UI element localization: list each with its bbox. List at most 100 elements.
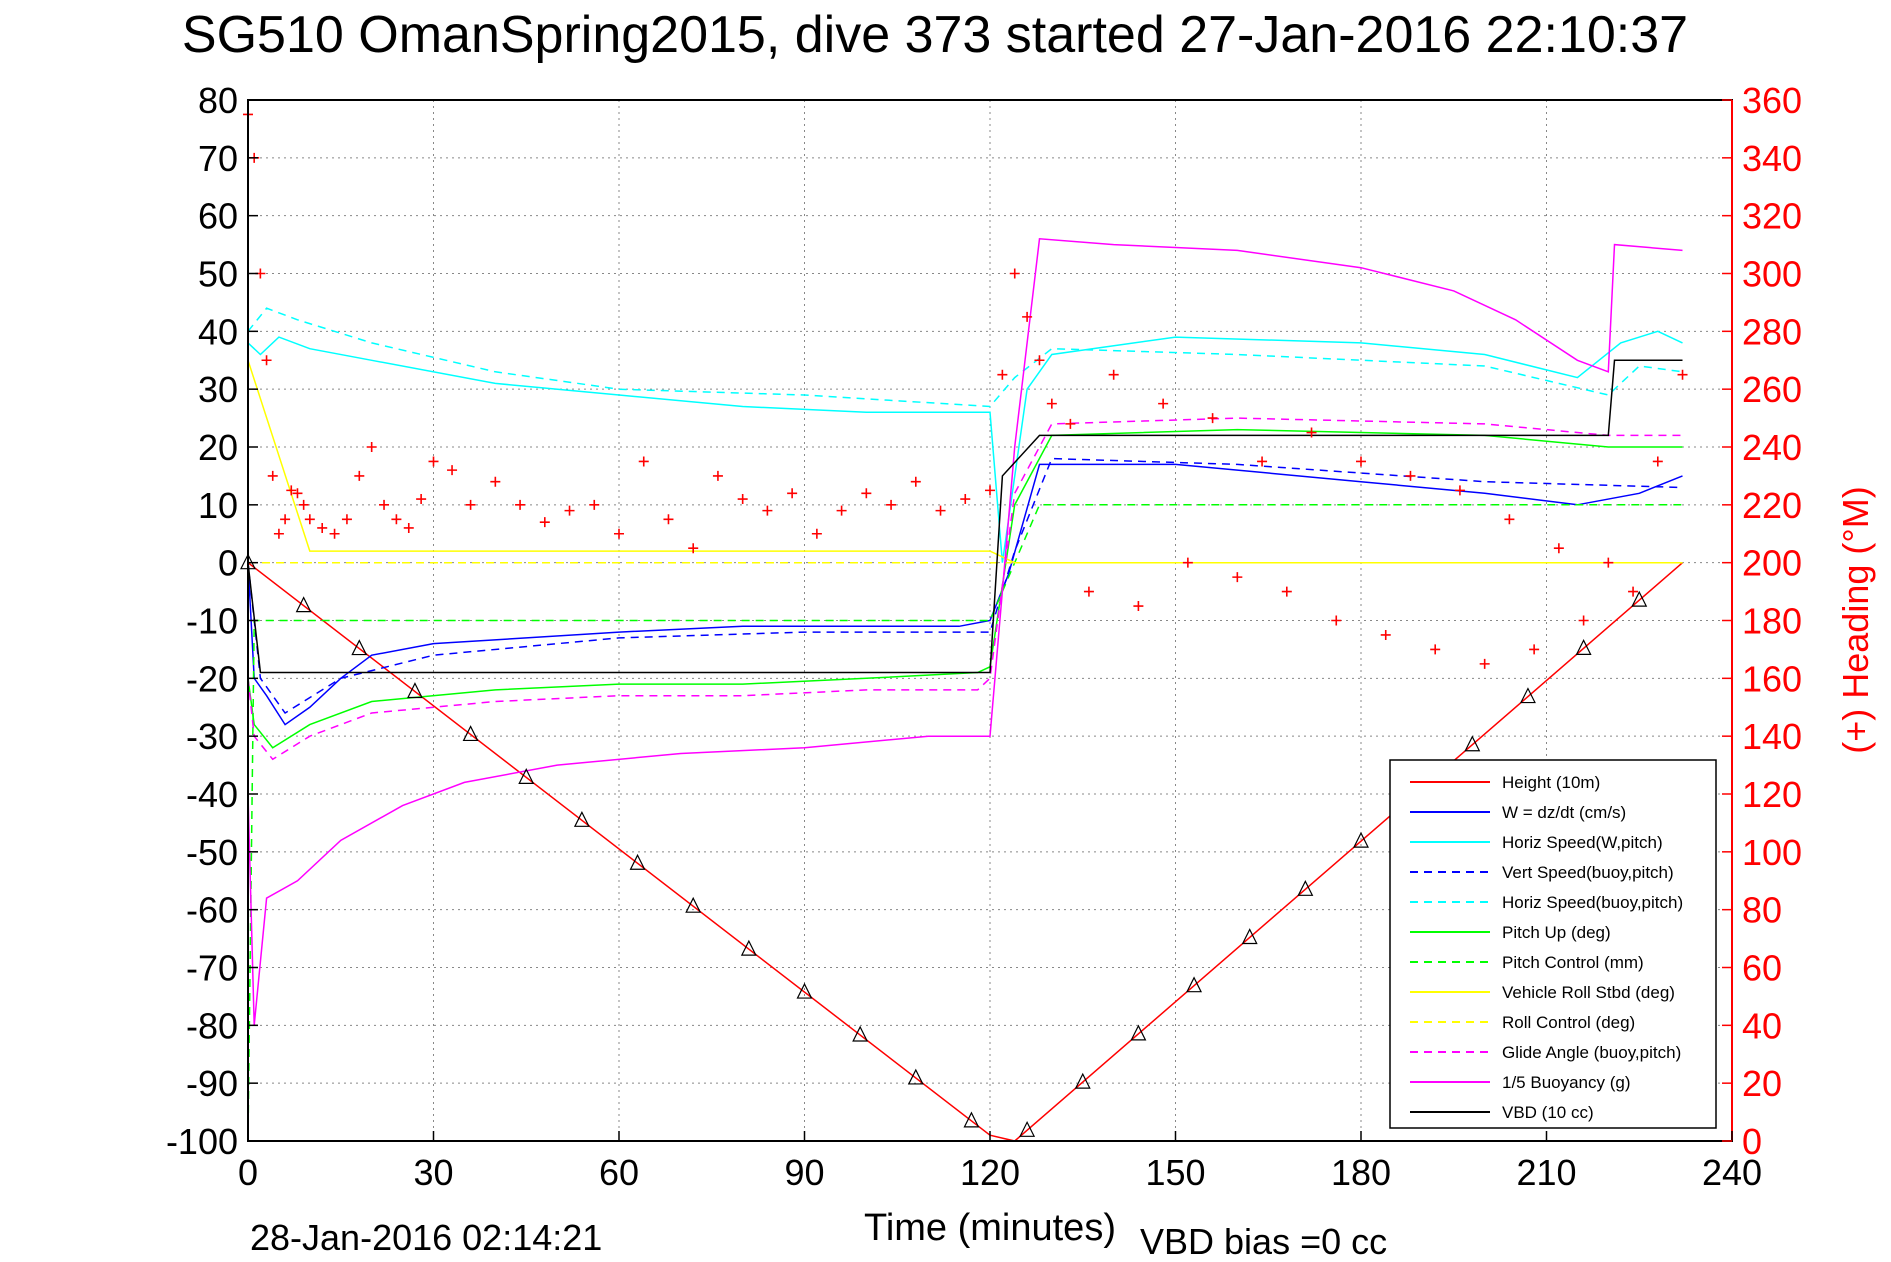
heading-markers bbox=[243, 109, 1688, 669]
heading-point bbox=[688, 543, 699, 554]
heading-point bbox=[1479, 658, 1490, 669]
height-marker bbox=[1297, 879, 1314, 896]
series-line-0 bbox=[247, 562, 1683, 1142]
heading-point bbox=[1257, 456, 1268, 467]
y-tick-label: -70 bbox=[186, 948, 238, 989]
heading-point bbox=[1652, 456, 1663, 467]
legend-label: Horiz Speed(buoy,pitch) bbox=[1502, 893, 1683, 912]
series-line-4 bbox=[247, 307, 1683, 408]
heading-point bbox=[267, 470, 278, 481]
height-marker bbox=[963, 1111, 980, 1128]
heading-point bbox=[1603, 557, 1614, 568]
series-line-2 bbox=[247, 330, 1683, 563]
legend-label: Horiz Speed(W,pitch) bbox=[1502, 833, 1663, 852]
right-tick-label: 280 bbox=[1742, 311, 1802, 352]
series-line-5 bbox=[247, 428, 1683, 749]
legend-label: Vehicle Roll Stbd (deg) bbox=[1502, 983, 1675, 1002]
x-tick-label: 0 bbox=[238, 1152, 258, 1193]
series-line-9 bbox=[247, 417, 1683, 761]
heading-point bbox=[960, 494, 971, 505]
series-line-10 bbox=[247, 237, 1683, 1026]
right-tick-label: 220 bbox=[1742, 485, 1802, 526]
footer-date: 28-Jan-2016 02:14:21 bbox=[250, 1217, 602, 1258]
right-tick-label: 260 bbox=[1742, 369, 1802, 410]
y-axis-ticks: 80 70 60 50 40 30 20 10 0 -10 -20 -30 -40 -50 -60 -70 -8… bbox=[166, 80, 258, 1162]
legend-label: 1/5 Buoyancy (g) bbox=[1502, 1073, 1631, 1092]
x-tick-label: 90 bbox=[784, 1152, 824, 1193]
y-tick-label: -40 bbox=[186, 774, 238, 815]
heading-point bbox=[886, 499, 897, 510]
heading-point bbox=[304, 514, 315, 525]
heading-point bbox=[663, 514, 674, 525]
heading-point bbox=[836, 505, 847, 516]
y-tick-label: -80 bbox=[186, 1005, 238, 1046]
heading-point bbox=[329, 528, 340, 539]
heading-point bbox=[712, 470, 723, 481]
right-tick-label: 80 bbox=[1742, 890, 1782, 931]
legend-label: Pitch Control (mm) bbox=[1502, 953, 1644, 972]
x-tick-label: 210 bbox=[1516, 1152, 1576, 1193]
heading-point bbox=[1281, 586, 1292, 597]
legend-box bbox=[1389, 759, 1717, 1129]
y-tick-label: -60 bbox=[186, 890, 238, 931]
height-marker bbox=[1631, 590, 1648, 607]
heading-point bbox=[1430, 644, 1441, 655]
right-tick-label: 340 bbox=[1742, 138, 1802, 179]
series-line-11 bbox=[247, 359, 1683, 674]
legend-label: Glide Angle (buoy,pitch) bbox=[1502, 1043, 1681, 1062]
height-marker bbox=[406, 682, 423, 699]
heading-point bbox=[614, 528, 624, 539]
heading-point bbox=[391, 514, 402, 525]
heading-point bbox=[1182, 557, 1193, 568]
x-axis-ticks: 0 30 60 90 120 150 180 210 240 bbox=[238, 1131, 1762, 1193]
heading-point bbox=[1207, 413, 1218, 424]
height-marker bbox=[1130, 1024, 1147, 1041]
legend: Height (10m) W = dz/dt (cm/s) Horiz Speed(… bbox=[1389, 759, 1717, 1129]
heading-point bbox=[589, 499, 600, 510]
heading-point bbox=[379, 499, 390, 510]
heading-point bbox=[1454, 485, 1465, 496]
heading-point bbox=[1553, 543, 1564, 554]
heading-point bbox=[1578, 615, 1589, 626]
height-marker bbox=[1186, 976, 1203, 993]
height-marker bbox=[685, 896, 702, 913]
height-marker bbox=[295, 596, 312, 613]
legend-label: W = dz/dt (cm/s) bbox=[1502, 803, 1626, 822]
series-line-1 bbox=[247, 463, 1683, 726]
right-tick-label: 140 bbox=[1742, 716, 1802, 757]
x-axis-label: Time (minutes) bbox=[864, 1207, 1116, 1249]
heading-point bbox=[298, 499, 309, 510]
right-tick-label: 180 bbox=[1742, 601, 1802, 642]
heading-point bbox=[811, 528, 822, 539]
height-marker bbox=[1074, 1072, 1091, 1089]
y-tick-label: 60 bbox=[198, 196, 238, 237]
right-axis-ticks: 3603403203002802602402202001801601401201… bbox=[1722, 80, 1802, 1162]
legend-label: Roll Control (deg) bbox=[1502, 1013, 1635, 1032]
heading-point bbox=[1504, 514, 1515, 525]
height-marker bbox=[351, 639, 368, 656]
heading-point bbox=[985, 485, 995, 496]
right-tick-label: 100 bbox=[1742, 832, 1802, 873]
right-tick-label: 320 bbox=[1742, 196, 1802, 237]
heading-point bbox=[1065, 418, 1076, 429]
heading-point bbox=[416, 494, 427, 505]
heading-point bbox=[1331, 615, 1342, 626]
height-marker bbox=[629, 853, 646, 870]
heading-point bbox=[1022, 311, 1033, 322]
heading-point bbox=[638, 456, 649, 467]
height-marker bbox=[1353, 831, 1369, 848]
heading-point bbox=[910, 476, 921, 487]
heading-point bbox=[1529, 644, 1540, 655]
heading-point bbox=[273, 528, 284, 539]
heading-point bbox=[787, 488, 798, 499]
height-marker bbox=[1575, 639, 1592, 655]
height-marker bbox=[573, 810, 590, 827]
heading-point bbox=[292, 488, 303, 499]
y-tick-label: 40 bbox=[198, 311, 238, 352]
heading-point bbox=[366, 442, 377, 452]
right-tick-label: 240 bbox=[1742, 427, 1802, 468]
right-tick-label: 40 bbox=[1742, 1005, 1782, 1046]
height-marker bbox=[740, 939, 757, 956]
x-tick-label: 150 bbox=[1145, 1152, 1205, 1193]
